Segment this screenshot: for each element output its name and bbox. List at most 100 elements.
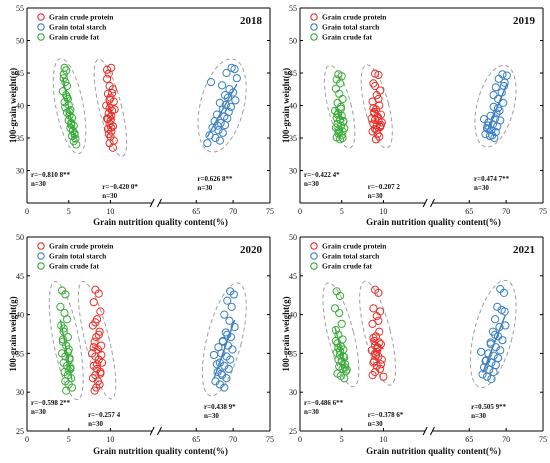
y-tick-label: 35 <box>16 349 24 358</box>
data-point-starch <box>502 71 511 80</box>
x-tick-label: 70 <box>502 435 510 444</box>
data-point-protein <box>369 79 378 88</box>
chart-panel-2020: 25 30 35 40 45 50 0 5 10 65 70 75 100-grain weight(g… <box>8 233 274 456</box>
confidence-ellipse-protein <box>77 280 117 400</box>
data-point-protein <box>372 312 381 321</box>
data-point-starch <box>490 133 499 143</box>
data-point-starch <box>490 315 500 324</box>
data-point-starch <box>226 355 235 364</box>
x-tick-label: 5 <box>67 207 71 216</box>
data-point-starch <box>488 131 497 140</box>
legend-marker-protein <box>310 13 318 21</box>
data-point-protein <box>372 347 381 356</box>
x-tick-label: 65 <box>465 435 473 444</box>
y-tick-label: 40 <box>289 311 297 320</box>
data-point-starch <box>215 136 224 145</box>
stat-n-fat: n=30 <box>31 408 46 416</box>
x-tick-label: 5 <box>67 435 71 444</box>
data-point-starch <box>496 346 505 355</box>
stat-n-fat: n=30 <box>304 180 319 188</box>
data-point-protein <box>89 343 98 352</box>
stat-n-protein: n=30 <box>368 192 383 200</box>
legend-marker-fat <box>310 262 318 270</box>
data-point-starch <box>215 98 224 108</box>
data-point-protein <box>372 91 381 100</box>
data-point-fat <box>331 336 340 346</box>
data-point-protein <box>96 307 105 316</box>
axis-break-mark <box>422 198 428 208</box>
legend-label-starch: Grain total starch <box>49 252 107 261</box>
year-label: 2021 <box>513 244 535 256</box>
data-point-starch <box>498 336 507 345</box>
data-point-fat <box>72 140 81 149</box>
x-tick-label: 0 <box>298 435 302 444</box>
stat-r-fat: r=−0.422 4* <box>304 171 340 179</box>
data-point-fat <box>335 89 344 98</box>
data-point-starch <box>484 124 493 133</box>
data-point-protein <box>373 130 382 139</box>
year-label: 2019 <box>513 15 536 27</box>
data-point-protein <box>375 122 385 131</box>
data-point-protein <box>368 371 377 380</box>
legend-marker-protein <box>310 242 318 250</box>
data-point-protein <box>105 104 114 113</box>
data-point-starch <box>231 96 240 105</box>
confidence-ellipse-starch <box>201 282 247 397</box>
confidence-ellipse-starch <box>197 58 247 153</box>
y-tick-label: 30 <box>289 167 297 176</box>
stat-r-fat: r=−0.486 6** <box>304 399 344 407</box>
legend-label-fat: Grain crude fat <box>49 33 99 42</box>
data-point-starch <box>229 290 238 299</box>
stat-r-protein: r=−0.207 2 <box>368 183 401 191</box>
x-tick-label: 10 <box>106 207 114 216</box>
legend-label-fat: Grain crude fat <box>322 262 372 271</box>
y-tick-label: 30 <box>16 167 24 176</box>
data-point-fat <box>338 133 347 143</box>
data-point-starch <box>226 102 236 111</box>
confidence-ellipse-fat <box>323 64 356 149</box>
legend-label-starch: Grain total starch <box>49 23 107 32</box>
data-point-starch <box>478 370 487 379</box>
stat-r-fat: r=−0.598 2** <box>31 399 71 407</box>
axis-break-mark <box>156 198 162 208</box>
y-tick-label: 30 <box>16 388 24 397</box>
data-point-protein <box>368 127 377 136</box>
x-tick-label: 10 <box>379 207 387 216</box>
fit-line-starch <box>206 83 238 138</box>
legend-marker-starch <box>310 252 318 260</box>
confidence-ellipse-fat <box>322 282 360 388</box>
y-tick-label: 50 <box>16 233 24 242</box>
legend-marker-starch <box>310 23 318 31</box>
data-point-protein <box>89 298 98 307</box>
confidence-ellipse-protein <box>360 64 393 149</box>
data-point-protein <box>371 350 381 360</box>
stat-r-fat: r=−0.810 8** <box>31 171 71 179</box>
data-point-fat <box>59 324 68 333</box>
chart-panel-2018: 30 35 40 45 50 55 0 5 10 65 70 75 100-grain weight(g… <box>8 4 274 227</box>
fit-line-protein <box>105 101 116 121</box>
legend-label-starch: Grain total starch <box>322 252 380 261</box>
chart-panel-2019: 30 35 40 45 50 55 0 5 10 65 70 75 100-grain weight(g… <box>281 4 547 227</box>
x-axis-title: Grain nutrition quality content(%) <box>366 217 501 227</box>
data-point-starch <box>228 345 237 354</box>
data-point-protein <box>107 127 116 136</box>
stat-n-fat: n=30 <box>304 408 319 416</box>
y-axis-title: 100-grain weight(g) <box>281 296 291 371</box>
fit-line-fat <box>334 327 348 372</box>
legend-label-protein: Grain crude protein <box>49 13 114 22</box>
data-point-fat <box>62 315 72 324</box>
data-point-starch <box>218 128 227 137</box>
legend-label-fat: Grain crude fat <box>322 33 372 42</box>
y-tick-label: 25 <box>289 427 297 436</box>
data-point-protein <box>96 369 105 378</box>
data-point-starch <box>203 139 212 148</box>
stat-n-protein: n=30 <box>368 420 383 428</box>
y-tick-label: 35 <box>289 134 297 143</box>
y-tick-label: 45 <box>16 272 24 281</box>
legend-label-protein: Grain crude protein <box>322 242 387 251</box>
data-point-protein <box>104 109 113 118</box>
data-point-protein <box>94 330 103 339</box>
data-point-starch <box>491 83 500 92</box>
x-tick-label: 65 <box>192 435 200 444</box>
stat-r-starch: r=0.438 9* <box>204 403 236 411</box>
